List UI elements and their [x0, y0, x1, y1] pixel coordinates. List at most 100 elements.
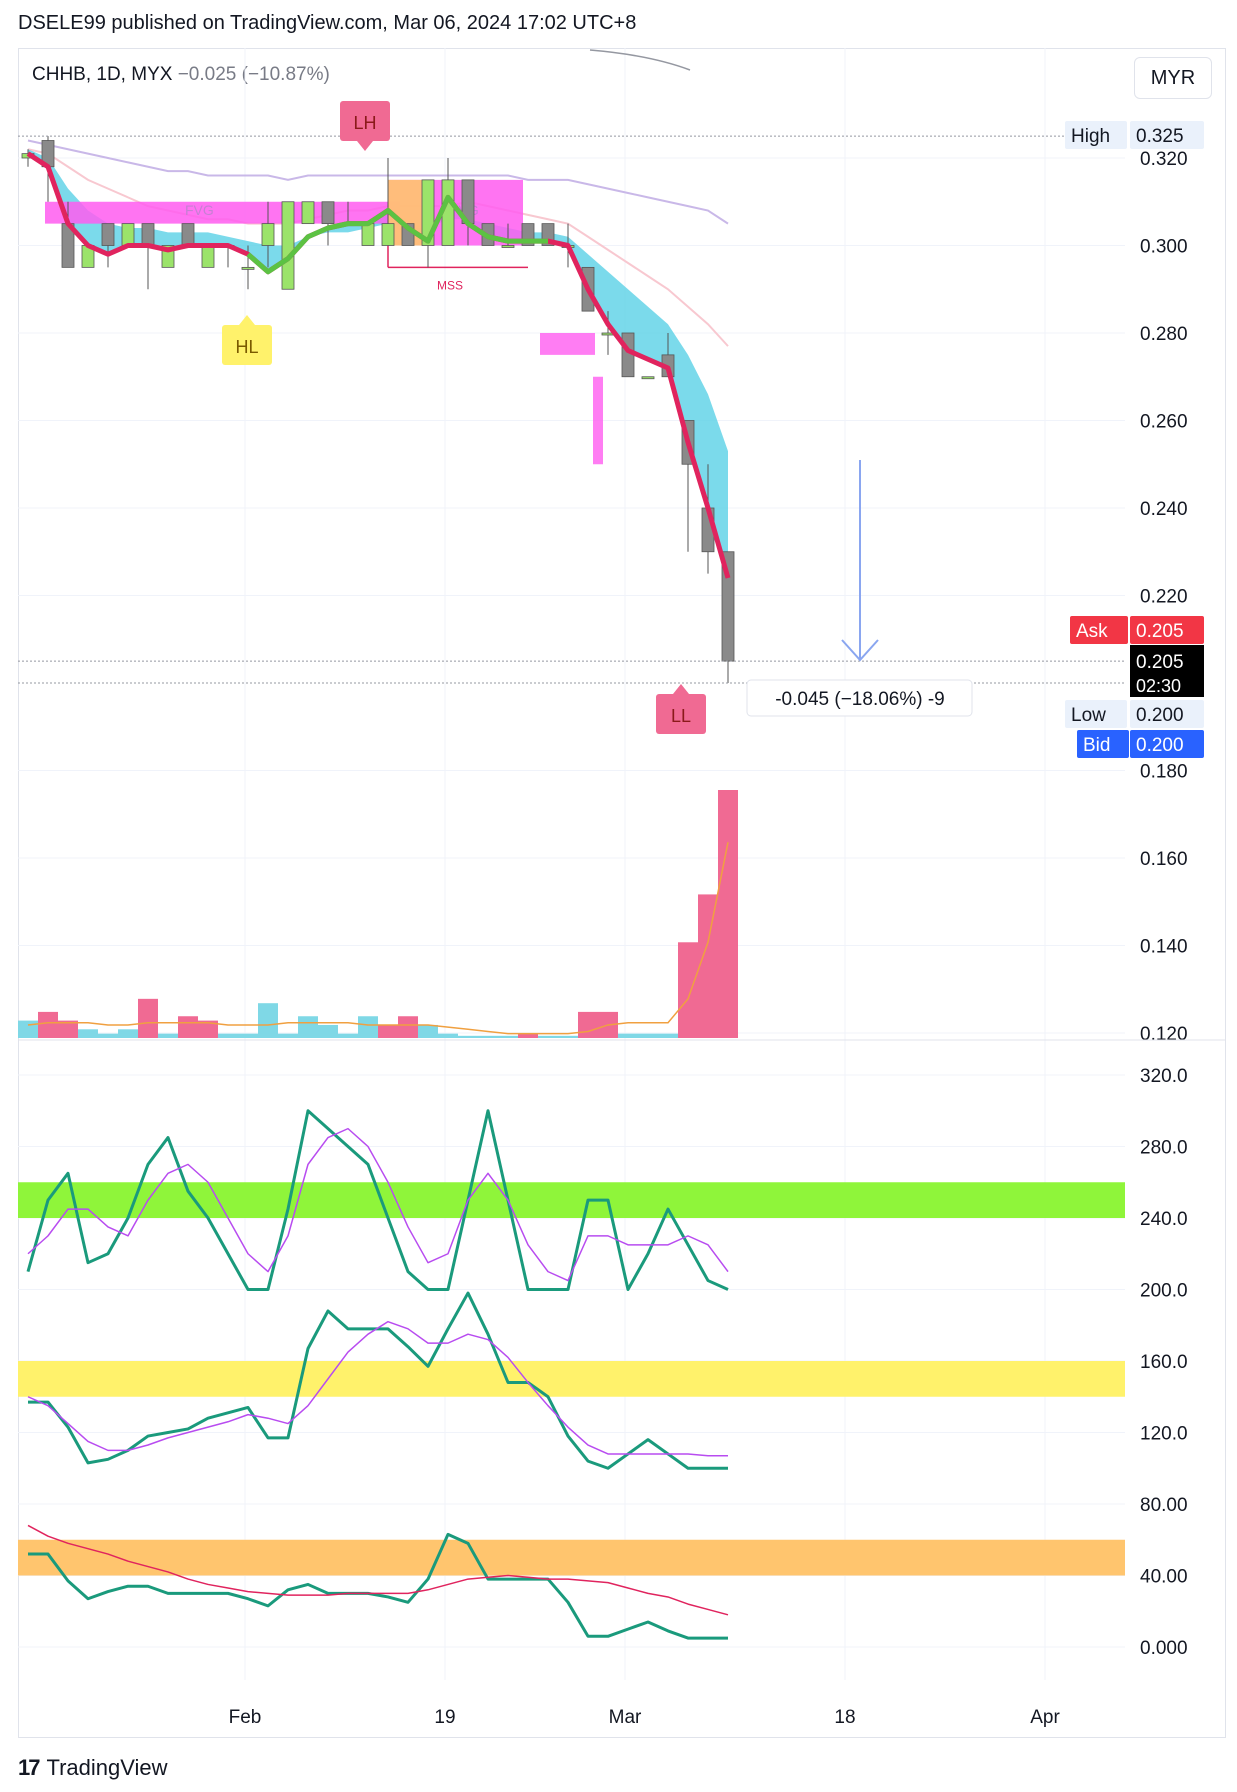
x-tick-label: Feb: [229, 1707, 262, 1728]
measure-box: [746, 679, 973, 717]
symbol-info: CHHB, 1D, MYX −0.025 (−10.87%): [32, 64, 330, 86]
chart-frame[interactable]: [18, 48, 1226, 1738]
osc-series-line: [27, 1320, 728, 1457]
candle-body: [141, 223, 155, 246]
low-badge-label-bg: [1065, 700, 1127, 728]
volume-bar: [98, 1033, 118, 1038]
osc-series-line: [28, 1291, 728, 1470]
candle-body: [501, 245, 515, 248]
high-badge-value-bg: [1130, 121, 1204, 149]
volume-bar: [438, 1033, 458, 1038]
volume-bar: [538, 1035, 558, 1038]
price-tick-label: 0.160: [1140, 849, 1188, 870]
volume-bar: [58, 1020, 78, 1038]
volume-bar: [218, 1033, 238, 1038]
fvg-zone-1: [45, 201, 400, 224]
ema-line-bull: [246, 194, 548, 275]
osc-zone: [18, 1361, 1125, 1397]
price-tick-label: 0.300: [1140, 237, 1188, 258]
osc-tick-label: 320.0: [1140, 1066, 1188, 1087]
volume-bar: [298, 1016, 318, 1038]
symbol-change: −0.025 (−10.87%): [177, 64, 330, 85]
volume-bar: [78, 1029, 98, 1038]
osc-tick-label: 160.0: [1140, 1352, 1188, 1373]
osc-series-line: [27, 1524, 729, 1616]
x-tick-label: Apr: [1030, 1707, 1060, 1728]
volume-bar: [618, 1033, 638, 1038]
price-tick-label: 0.320: [1140, 149, 1188, 170]
x-tick-label: Mar: [609, 1707, 642, 1728]
osc-zone: [18, 1182, 1125, 1218]
volume-bar: [258, 1003, 278, 1038]
ask-badge-value-bg: [1130, 616, 1204, 644]
candle-body: [241, 266, 255, 270]
lh-label-box: [340, 101, 390, 141]
bid-badge-label: Bid: [1083, 735, 1110, 756]
ll-label-pointer: [673, 684, 689, 694]
osc-series-line: [27, 1127, 729, 1282]
volume-bar: [678, 942, 698, 1038]
high-badge-label-bg: [1065, 121, 1127, 149]
osc-series-line: [28, 1532, 728, 1640]
x-tick-label: 18: [834, 1707, 855, 1728]
volume-bar: [698, 894, 718, 1038]
ask-badge-label: Ask: [1076, 621, 1108, 642]
fvg-zone-3: [540, 333, 595, 355]
volume-ma-line: [27, 842, 729, 1035]
volume-bar: [318, 1024, 338, 1038]
volume-bar: [18, 1020, 38, 1038]
price-tick-label: 0.240: [1140, 499, 1188, 520]
low-badge-value: 0.200: [1136, 705, 1184, 726]
footer: 17 TradingView: [18, 1755, 168, 1781]
volume-bar: [418, 1024, 438, 1038]
countdown: 02:30: [1136, 676, 1181, 696]
candle-body: [281, 201, 295, 290]
ask-badge-label-bg: [1070, 616, 1128, 644]
price-tick-label: 0.140: [1140, 937, 1188, 958]
hl-label-box: [222, 325, 272, 365]
candle-body: [301, 201, 315, 225]
candle-body: [261, 223, 275, 246]
ask-badge-value: 0.205: [1136, 621, 1184, 642]
bid-badge-value-bg: [1130, 730, 1204, 758]
mss-label: MSS: [437, 278, 463, 292]
candle-body: [201, 245, 215, 268]
volume-bar: [158, 1033, 178, 1038]
ma-long-line: [27, 139, 729, 225]
volume-bar: [338, 1033, 358, 1038]
ll-label: LL: [671, 706, 691, 726]
publisher-header: DSELE99 published on TradingView.com, Ma…: [18, 12, 637, 34]
currency-button[interactable]: MYR: [1134, 57, 1212, 99]
measure-arrow-head: [841, 639, 879, 662]
price-tick-label: 0.120: [1140, 1024, 1188, 1045]
volume-bar: [498, 1035, 518, 1038]
hl-label: HL: [235, 337, 258, 357]
osc-tick-label: 240.0: [1140, 1209, 1188, 1230]
volume-bar: [38, 1011, 58, 1038]
volume-bar: [398, 1016, 418, 1038]
footer-brand: TradingView: [46, 1755, 168, 1780]
candle-body: [381, 223, 395, 246]
volume-bar: [718, 790, 738, 1038]
volume-bar: [198, 1020, 218, 1038]
candle-body: [101, 223, 115, 246]
high-badge-value: 0.325: [1136, 126, 1184, 147]
osc-series-line: [26, 1109, 729, 1291]
volume-bar: [178, 1016, 198, 1038]
volume-bar: [458, 1035, 478, 1038]
candle-body: [181, 223, 195, 246]
decor-arc: [589, 49, 691, 71]
fvg-zone-4: [593, 376, 603, 465]
volume-bar: [478, 1035, 498, 1038]
candle-body: [321, 201, 335, 225]
osc-tick-label: 80.00: [1140, 1495, 1188, 1516]
osc-zone: [18, 1539, 1125, 1576]
ll-label-box: [656, 694, 706, 734]
low-badge-value-bg: [1130, 700, 1204, 728]
last-price-value: 0.205: [1136, 652, 1184, 673]
price-tick-label: 0.180: [1140, 762, 1188, 783]
price-tick-label: 0.220: [1140, 587, 1188, 608]
volume-bar: [138, 998, 158, 1038]
volume-bar: [238, 1033, 258, 1038]
